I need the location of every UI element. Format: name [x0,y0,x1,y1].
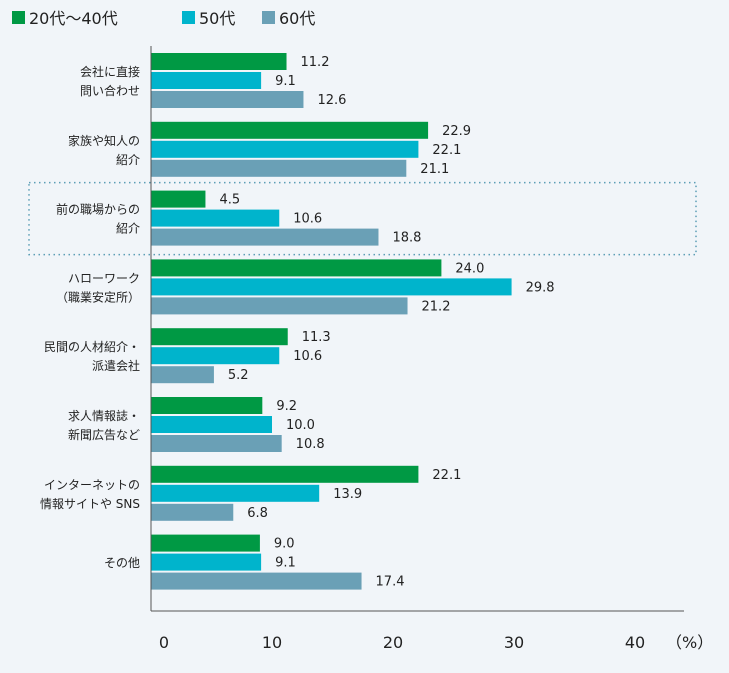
bar [151,53,287,70]
category-label: インターネットの [44,478,140,492]
bar-value-label: 17.4 [376,575,405,590]
x-tick-label: 0 [159,633,169,652]
bar [151,259,442,277]
bar-value-label: 4.5 [219,193,240,208]
bar-value-label: 24.0 [455,261,484,276]
bar-value-label: 22.1 [432,143,461,158]
category-label: 紹介 [116,222,140,236]
category-label: その他 [104,556,140,570]
category-label: 会社に直接 [80,64,140,79]
bar-value-label: 21.2 [422,299,451,314]
bar [151,534,260,552]
bar [151,72,262,89]
legend-label: 60代 [279,9,315,28]
bar [151,91,304,108]
bar [151,209,280,227]
legend-label: 20代〜40代 [29,9,118,28]
bar [151,503,234,521]
category-labels: 会社に直接問い合わせ家族や知人の紹介前の職場からの紹介ハローワーク（職業安定所）… [40,64,140,570]
category-label: 家族や知人の [68,133,140,148]
category-label: 新聞広告など [68,427,140,442]
x-tick-label: 40 [625,633,645,652]
bar-value-label: 10.0 [286,418,315,433]
bar-value-label: 22.9 [442,124,471,139]
legend-label: 50代 [199,9,235,28]
bar-value-label: 12.6 [317,93,346,108]
category-label: 求人情報誌・ [68,408,140,423]
category-label: 紹介 [116,153,140,167]
x-unit-label: （%） [666,633,713,652]
bar-value-label: 6.8 [247,506,268,521]
x-tick-label: 10 [262,633,282,652]
category-label: ハローワーク [68,271,140,285]
bar [151,297,408,315]
category-label: 派遣会社 [92,358,140,373]
bar-value-label: 18.8 [392,231,421,246]
bar-value-label: 9.0 [274,537,295,552]
category-label: （職業安定所） [56,289,140,304]
x-tick-label: 30 [504,633,524,652]
bar-value-label: 10.8 [296,437,325,452]
bar-value-label: 9.2 [276,399,297,414]
category-label: 民間の人材紹介・ [44,340,140,354]
bar [151,465,419,483]
bar [151,416,272,433]
bar [151,228,379,246]
bar-value-label: 11.2 [301,55,330,70]
bar [151,553,262,571]
legend: 20代〜40代 50代 60代 [12,9,315,28]
bar [151,484,320,502]
bar [151,572,362,590]
category-label: 前の職場からの [56,202,140,217]
bar [151,435,282,452]
bar [151,397,263,414]
bar [151,190,206,208]
bar-value-label: 5.2 [228,368,249,383]
bar [151,328,288,346]
bar [151,140,419,158]
bar [151,278,512,296]
bar [151,121,429,139]
x-tick-label: 20 [383,633,403,652]
bar [151,366,214,384]
bar-value-label: 10.6 [293,212,322,227]
category-label: 情報サイトや SNS [40,497,140,511]
axes: 0 10 20 30 40 （%） [150,46,713,652]
category-label: 問い合わせ [80,83,140,98]
bar-value-label: 9.1 [275,74,296,89]
bar-value-label: 10.6 [293,349,322,364]
bar-value-label: 21.1 [420,162,449,177]
bar-value-label: 9.1 [275,556,296,571]
bar-value-label: 29.8 [526,280,555,295]
bar-value-label: 22.1 [432,468,461,483]
bar [151,347,280,365]
bar [151,159,407,177]
legend-swatch [262,11,275,24]
bars: 11.2 9.1 12.6 22.9 22.1 21.1 4.5 10.6 18.8 24.0 29… [151,53,555,590]
legend-swatch [182,11,195,24]
bar-value-label: 11.3 [302,330,331,345]
legend-swatch [12,11,25,24]
bar-value-label: 13.9 [333,487,362,502]
